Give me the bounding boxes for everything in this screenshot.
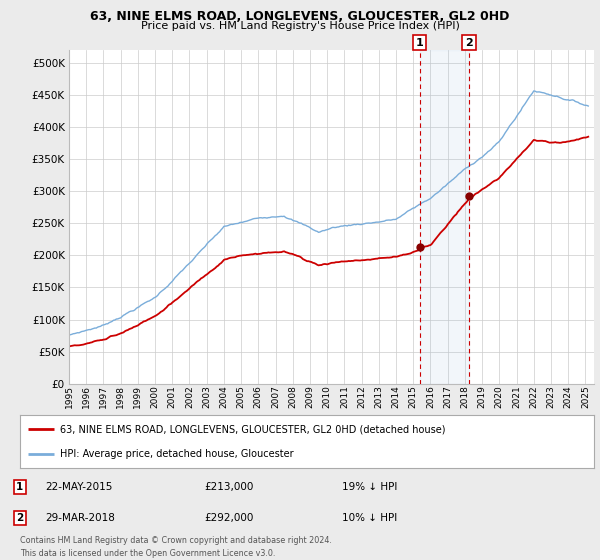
Text: 22-MAY-2015: 22-MAY-2015 [45, 482, 112, 492]
Text: 1: 1 [416, 38, 424, 48]
Text: 19% ↓ HPI: 19% ↓ HPI [342, 482, 397, 492]
Text: 63, NINE ELMS ROAD, LONGLEVENS, GLOUCESTER, GL2 0HD: 63, NINE ELMS ROAD, LONGLEVENS, GLOUCEST… [91, 10, 509, 23]
Text: 1: 1 [16, 482, 23, 492]
Text: 10% ↓ HPI: 10% ↓ HPI [342, 513, 397, 523]
Text: 63, NINE ELMS ROAD, LONGLEVENS, GLOUCESTER, GL2 0HD (detached house): 63, NINE ELMS ROAD, LONGLEVENS, GLOUCEST… [60, 424, 445, 435]
Text: Price paid vs. HM Land Registry's House Price Index (HPI): Price paid vs. HM Land Registry's House … [140, 21, 460, 31]
Text: £292,000: £292,000 [204, 513, 253, 523]
Bar [420, 50, 469, 384]
Text: 2: 2 [465, 38, 473, 48]
Text: HPI: Average price, detached house, Gloucester: HPI: Average price, detached house, Glou… [60, 449, 293, 459]
Text: 2: 2 [16, 513, 23, 523]
Text: £213,000: £213,000 [204, 482, 253, 492]
Text: 29-MAR-2018: 29-MAR-2018 [45, 513, 115, 523]
Text: Contains HM Land Registry data © Crown copyright and database right 2024.
This d: Contains HM Land Registry data © Crown c… [20, 536, 332, 558]
